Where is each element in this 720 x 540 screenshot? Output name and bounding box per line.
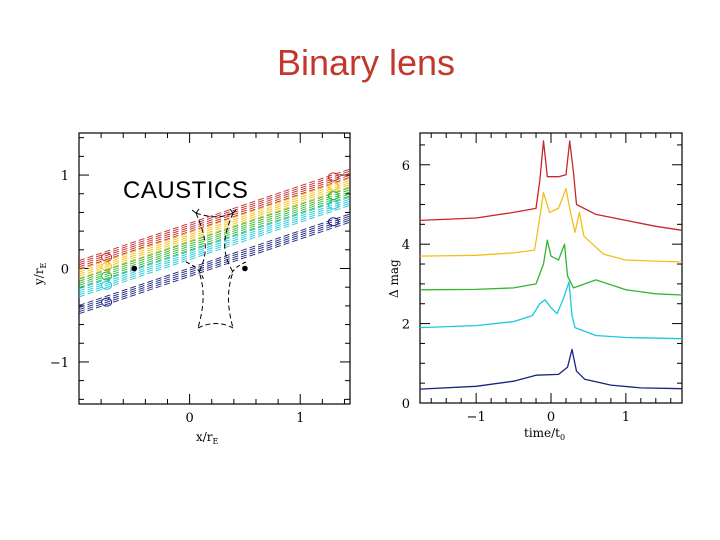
- caustic-curves: [185, 208, 247, 329]
- trajectory-line: [79, 189, 350, 282]
- trajectory-line: [79, 174, 350, 268]
- image-loop: [327, 191, 339, 201]
- light-curve-green: [419, 239, 683, 296]
- light-curve-cyan: [419, 281, 683, 340]
- light-curve-yellow: [419, 187, 683, 263]
- trajectory-line: [79, 200, 350, 294]
- trajectory-line: [79, 186, 350, 279]
- image-loop: [327, 181, 339, 191]
- image-loop: [327, 217, 339, 227]
- trajectory-line: [79, 180, 350, 273]
- light-curve-blue: [419, 348, 683, 390]
- trajectory-blue: [79, 213, 350, 315]
- x-tick-label: 0: [547, 410, 555, 425]
- trajectory-line: [79, 198, 350, 292]
- trajectory-line: [79, 196, 350, 290]
- x-tick-label: 0: [185, 411, 193, 426]
- trajectory-line: [79, 215, 350, 308]
- light-curve-frame: [419, 132, 683, 404]
- left-ylabel: y/rE: [32, 262, 48, 286]
- image-loop: [327, 172, 339, 182]
- y-tick-label: 2: [402, 318, 410, 333]
- lens-mass-point: [242, 265, 248, 272]
- x-tick-label: 1: [296, 411, 304, 426]
- image-loop: [327, 200, 339, 210]
- trajectory-cyan: [79, 196, 350, 298]
- left-xlabel: x/rE: [196, 430, 219, 446]
- y-tick-label: 0: [61, 263, 69, 278]
- lens-plane-panel: 0 1 −1 0 1 x/rE y/rE: [32, 132, 351, 446]
- trajectory-line: [79, 193, 350, 286]
- y-tick-label: 1: [61, 169, 69, 184]
- lens-masses: [131, 265, 248, 272]
- trajectory-line: [79, 182, 350, 275]
- caustics-annotation: CAUSTICS: [123, 177, 249, 204]
- trajectory-line: [79, 187, 350, 280]
- image-loop: [101, 262, 113, 272]
- trajectory-line: [79, 177, 350, 271]
- trajectory-line: [79, 170, 350, 264]
- y-tick-label: 4: [402, 238, 410, 253]
- trajectory-line: [79, 195, 350, 288]
- trajectory-line: [79, 172, 350, 266]
- light-curves: [419, 140, 683, 390]
- y-tick-label: 6: [402, 159, 410, 174]
- y-tick-label: 0: [402, 397, 410, 412]
- critical-curve: [185, 261, 247, 281]
- light-curve-ticks: −1 0 1 0 2 4 6: [402, 133, 682, 425]
- slide-title: Binary lens: [276, 42, 456, 83]
- trajectory-red: [79, 168, 350, 270]
- trajectory-line: [79, 176, 350, 270]
- trajectory-line: [79, 219, 350, 313]
- light-curve-panel: −1 0 1 0 2 4 6 time/t0 Δ mag: [387, 132, 683, 442]
- y-tick-label: −1: [50, 356, 69, 371]
- right-xlabel: time/t0: [524, 426, 565, 442]
- x-tick-label: 1: [622, 410, 630, 425]
- image-loop: [101, 280, 113, 290]
- trajectory-line: [79, 204, 350, 298]
- light-curve-red: [419, 140, 683, 231]
- trajectory-green: [79, 187, 350, 288]
- x-tick-label: −1: [467, 410, 486, 425]
- lens-plane-ticks: 0 1 −1 0 1: [50, 133, 350, 426]
- lens-mass-point: [131, 265, 138, 272]
- caustic-cusp: [229, 208, 237, 214]
- trajectory-line: [79, 191, 350, 284]
- lens-plane-frame: [78, 132, 351, 405]
- right-ylabel: Δ mag: [387, 259, 401, 298]
- image-loop: [101, 252, 113, 262]
- trajectory-line: [79, 213, 350, 306]
- trajectory-line: [79, 168, 350, 262]
- trajectory-line: [79, 217, 350, 311]
- trajectory-yellow: [79, 177, 350, 279]
- trajectory-line: [79, 221, 350, 315]
- trajectory-line: [79, 202, 350, 296]
- source-trajectories: [79, 168, 350, 315]
- image-loop: [101, 271, 113, 281]
- trajectory-line: [79, 184, 350, 277]
- caustic-cusp: [191, 208, 200, 214]
- image-loop: [101, 297, 113, 307]
